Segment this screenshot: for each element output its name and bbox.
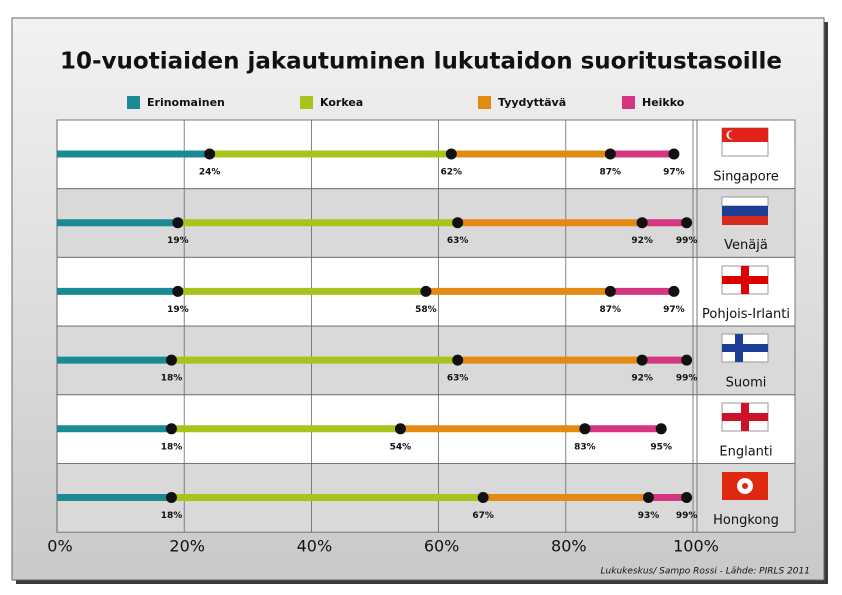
data-label: 63%	[447, 236, 469, 246]
data-label: 92%	[631, 236, 653, 246]
threshold-dot	[172, 285, 184, 297]
data-label: 18%	[161, 442, 183, 452]
threshold-dot	[668, 285, 680, 297]
threshold-dot	[477, 492, 489, 503]
threshold-dot	[636, 217, 648, 229]
data-label: 87%	[600, 305, 622, 315]
data-label: 92%	[631, 374, 653, 384]
threshold-dot	[636, 354, 648, 366]
data-label: 18%	[161, 511, 183, 521]
x-tick-label: 20%	[169, 537, 205, 556]
threshold-dot	[445, 148, 457, 160]
category-label: Singapore	[713, 170, 779, 185]
legend-swatch	[478, 96, 491, 109]
data-label: 19%	[167, 305, 189, 315]
threshold-dot	[165, 492, 177, 503]
category-label: Suomi	[726, 376, 767, 391]
rows: 24% 62% 87% 97% 19% 63% 92% 99% 19% 58% 87% 97% 18% 6…	[56, 119, 796, 533]
category-label: Pohjois-Irlanti	[702, 307, 790, 322]
data-label: 87%	[600, 168, 622, 178]
data-label: 95%	[650, 442, 672, 452]
threshold-dot	[668, 148, 680, 160]
data-label: 99%	[676, 374, 698, 384]
data-label: 67%	[472, 511, 494, 521]
category-label: Venäjä	[724, 238, 768, 253]
threshold-dot	[452, 354, 464, 366]
data-label: 99%	[676, 236, 698, 246]
legend-label: Tyydyttävä	[498, 96, 566, 109]
chart-title: 10-vuotiaiden jakautuminen lukutaidon su…	[60, 49, 782, 75]
legend-swatch	[622, 96, 635, 109]
data-label: 18%	[161, 374, 183, 384]
legend-label: Korkea	[320, 96, 363, 109]
threshold-dot	[655, 423, 667, 435]
threshold-dot	[604, 285, 616, 297]
data-label: 24%	[199, 168, 221, 178]
threshold-dot	[172, 217, 184, 229]
data-label: 97%	[663, 305, 685, 315]
threshold-dot	[579, 423, 591, 435]
threshold-dot	[420, 285, 432, 297]
threshold-dot	[642, 492, 654, 503]
source-note: Lukukeskus/ Sampo Rossi - Lähde: PIRLS 2…	[601, 567, 810, 577]
data-label: 58%	[415, 305, 437, 315]
data-label: 63%	[447, 374, 469, 384]
data-label: 54%	[390, 442, 412, 452]
category-label: Hongkong	[713, 513, 779, 528]
x-tick-label: 0%	[47, 537, 72, 556]
data-label: 97%	[663, 168, 685, 178]
threshold-dot	[165, 354, 177, 366]
threshold-dot	[681, 492, 693, 503]
data-label: 83%	[574, 442, 596, 452]
x-tick-label: 80%	[551, 537, 587, 556]
threshold-dot	[204, 148, 216, 160]
legend-swatch	[127, 96, 140, 109]
threshold-dot	[165, 423, 177, 435]
flags	[721, 127, 769, 500]
data-label: 19%	[167, 236, 189, 246]
category-label: Englanti	[719, 444, 772, 459]
threshold-dot	[394, 423, 406, 435]
x-tick-label: 40%	[297, 537, 333, 556]
threshold-dot	[604, 148, 616, 160]
legend-label: Heikko	[642, 96, 685, 109]
legend-label: Erinomainen	[147, 96, 225, 109]
data-label: 62%	[441, 168, 463, 178]
x-tick-label: 100%	[673, 537, 719, 556]
threshold-dot	[681, 354, 693, 366]
threshold-dot	[681, 217, 693, 229]
x-tick-label: 60%	[424, 537, 460, 556]
data-label: 93%	[638, 511, 660, 521]
data-label: 99%	[676, 511, 698, 521]
threshold-dot	[452, 217, 464, 229]
legend-swatch	[300, 96, 313, 109]
